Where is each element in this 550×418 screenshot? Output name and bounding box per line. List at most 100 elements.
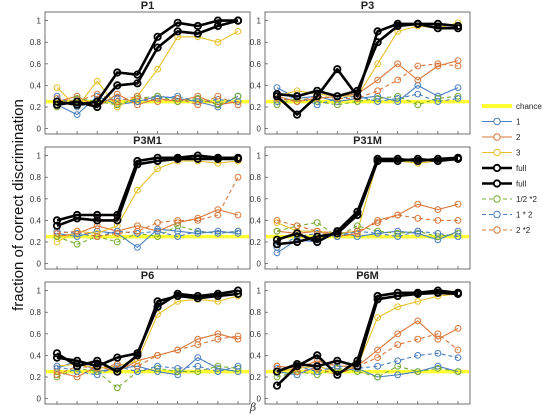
series-line <box>276 291 459 373</box>
legend-marker <box>493 226 501 234</box>
plot-area <box>44 11 251 135</box>
series-2-2 <box>53 173 242 241</box>
panel-p6: P6 0 0.2 0.4 0.6 0.8 1 <box>30 270 251 405</box>
data-point <box>454 233 462 241</box>
data-point <box>173 289 182 298</box>
data-point <box>434 365 442 372</box>
legend-marker <box>493 195 501 203</box>
series-line <box>276 157 459 246</box>
y-tick-label: 0.4 <box>30 81 42 90</box>
legend-marker <box>492 179 502 188</box>
legend-label: full <box>516 164 526 173</box>
data-point <box>113 81 122 90</box>
panel-title: P1 <box>141 0 154 12</box>
data-point <box>194 227 202 235</box>
panel-title: P3 <box>361 0 374 12</box>
data-point <box>313 351 322 360</box>
data-point <box>194 354 202 362</box>
data-point <box>214 230 222 237</box>
data-point <box>394 95 402 102</box>
legend-item-1: 1 <box>482 118 521 127</box>
panel-p3m1: P3M1 0 0.2 0.4 0.6 0.8 1 <box>30 135 251 270</box>
series-line <box>56 176 239 238</box>
panel-p31m: P31M 0 0.2 0.4 0.6 0.8 1 <box>250 135 471 270</box>
data-point <box>333 92 342 101</box>
data-point <box>454 325 462 332</box>
data-point <box>214 227 222 235</box>
data-point <box>292 110 302 119</box>
data-point <box>73 97 82 106</box>
data-point <box>433 288 442 297</box>
data-point <box>393 156 402 166</box>
data-point <box>313 219 321 227</box>
data-point <box>394 341 402 349</box>
series-line <box>276 293 459 373</box>
data-point <box>414 90 422 98</box>
y-tick-label: 0.4 <box>30 216 42 225</box>
data-point <box>454 62 462 70</box>
data-point <box>174 95 182 102</box>
data-point <box>154 219 162 227</box>
data-point <box>194 217 202 224</box>
y-tick-label: 0.6 <box>250 330 262 339</box>
data-point <box>273 101 281 109</box>
data-point <box>394 76 402 84</box>
data-point <box>373 156 382 166</box>
data-point <box>272 90 282 99</box>
data-point <box>273 227 281 235</box>
data-point <box>272 381 282 390</box>
legend-label: 1 * 2 <box>516 211 533 220</box>
panel-title: P6M <box>356 270 379 282</box>
legend-item-1-2: 1 * 2 <box>482 211 533 220</box>
data-point <box>434 206 442 214</box>
series-line <box>56 335 239 376</box>
data-point <box>53 362 61 370</box>
series-line <box>56 19 239 109</box>
data-point <box>433 156 442 166</box>
data-point <box>93 356 102 365</box>
data-point <box>454 217 462 224</box>
series-line <box>276 222 459 238</box>
y-tick-label: 0.2 <box>250 238 262 247</box>
data-point <box>113 384 121 392</box>
data-point <box>414 62 422 70</box>
series-line <box>276 22 459 98</box>
y-tick-label: 0.8 <box>250 308 262 317</box>
y-tick-label: 0.2 <box>250 103 262 112</box>
data-point <box>234 365 242 372</box>
data-point <box>73 362 82 371</box>
data-point <box>93 210 102 220</box>
data-point <box>154 352 162 359</box>
y-tick-label: 1 <box>37 287 42 296</box>
data-point <box>153 302 162 311</box>
data-point <box>374 373 382 381</box>
data-point <box>234 332 242 340</box>
data-point <box>333 356 342 365</box>
data-point <box>73 227 81 235</box>
data-point <box>154 362 162 370</box>
y-tick-label: 1 <box>257 152 262 161</box>
series-line <box>56 95 239 108</box>
panel-title: P6 <box>141 270 154 282</box>
data-point <box>292 229 302 238</box>
data-point <box>414 317 422 325</box>
data-point <box>414 230 422 237</box>
data-point <box>414 368 422 376</box>
data-point <box>154 225 162 233</box>
legend-item-chance: chance <box>482 102 542 111</box>
plot-area <box>264 146 471 270</box>
data-point <box>53 365 61 372</box>
data-point <box>193 154 202 163</box>
data-point <box>193 29 202 38</box>
legend-marker <box>493 148 501 157</box>
y-tick-label: 1 <box>257 17 262 26</box>
data-point <box>93 371 101 379</box>
y-tick-label: 0.8 <box>30 38 42 47</box>
data-point <box>394 60 402 68</box>
y-tick-label: 1 <box>37 152 42 161</box>
data-point <box>174 217 182 224</box>
data-point <box>134 186 141 194</box>
series-line <box>56 209 239 238</box>
data-point <box>233 16 243 25</box>
data-point <box>393 291 402 301</box>
